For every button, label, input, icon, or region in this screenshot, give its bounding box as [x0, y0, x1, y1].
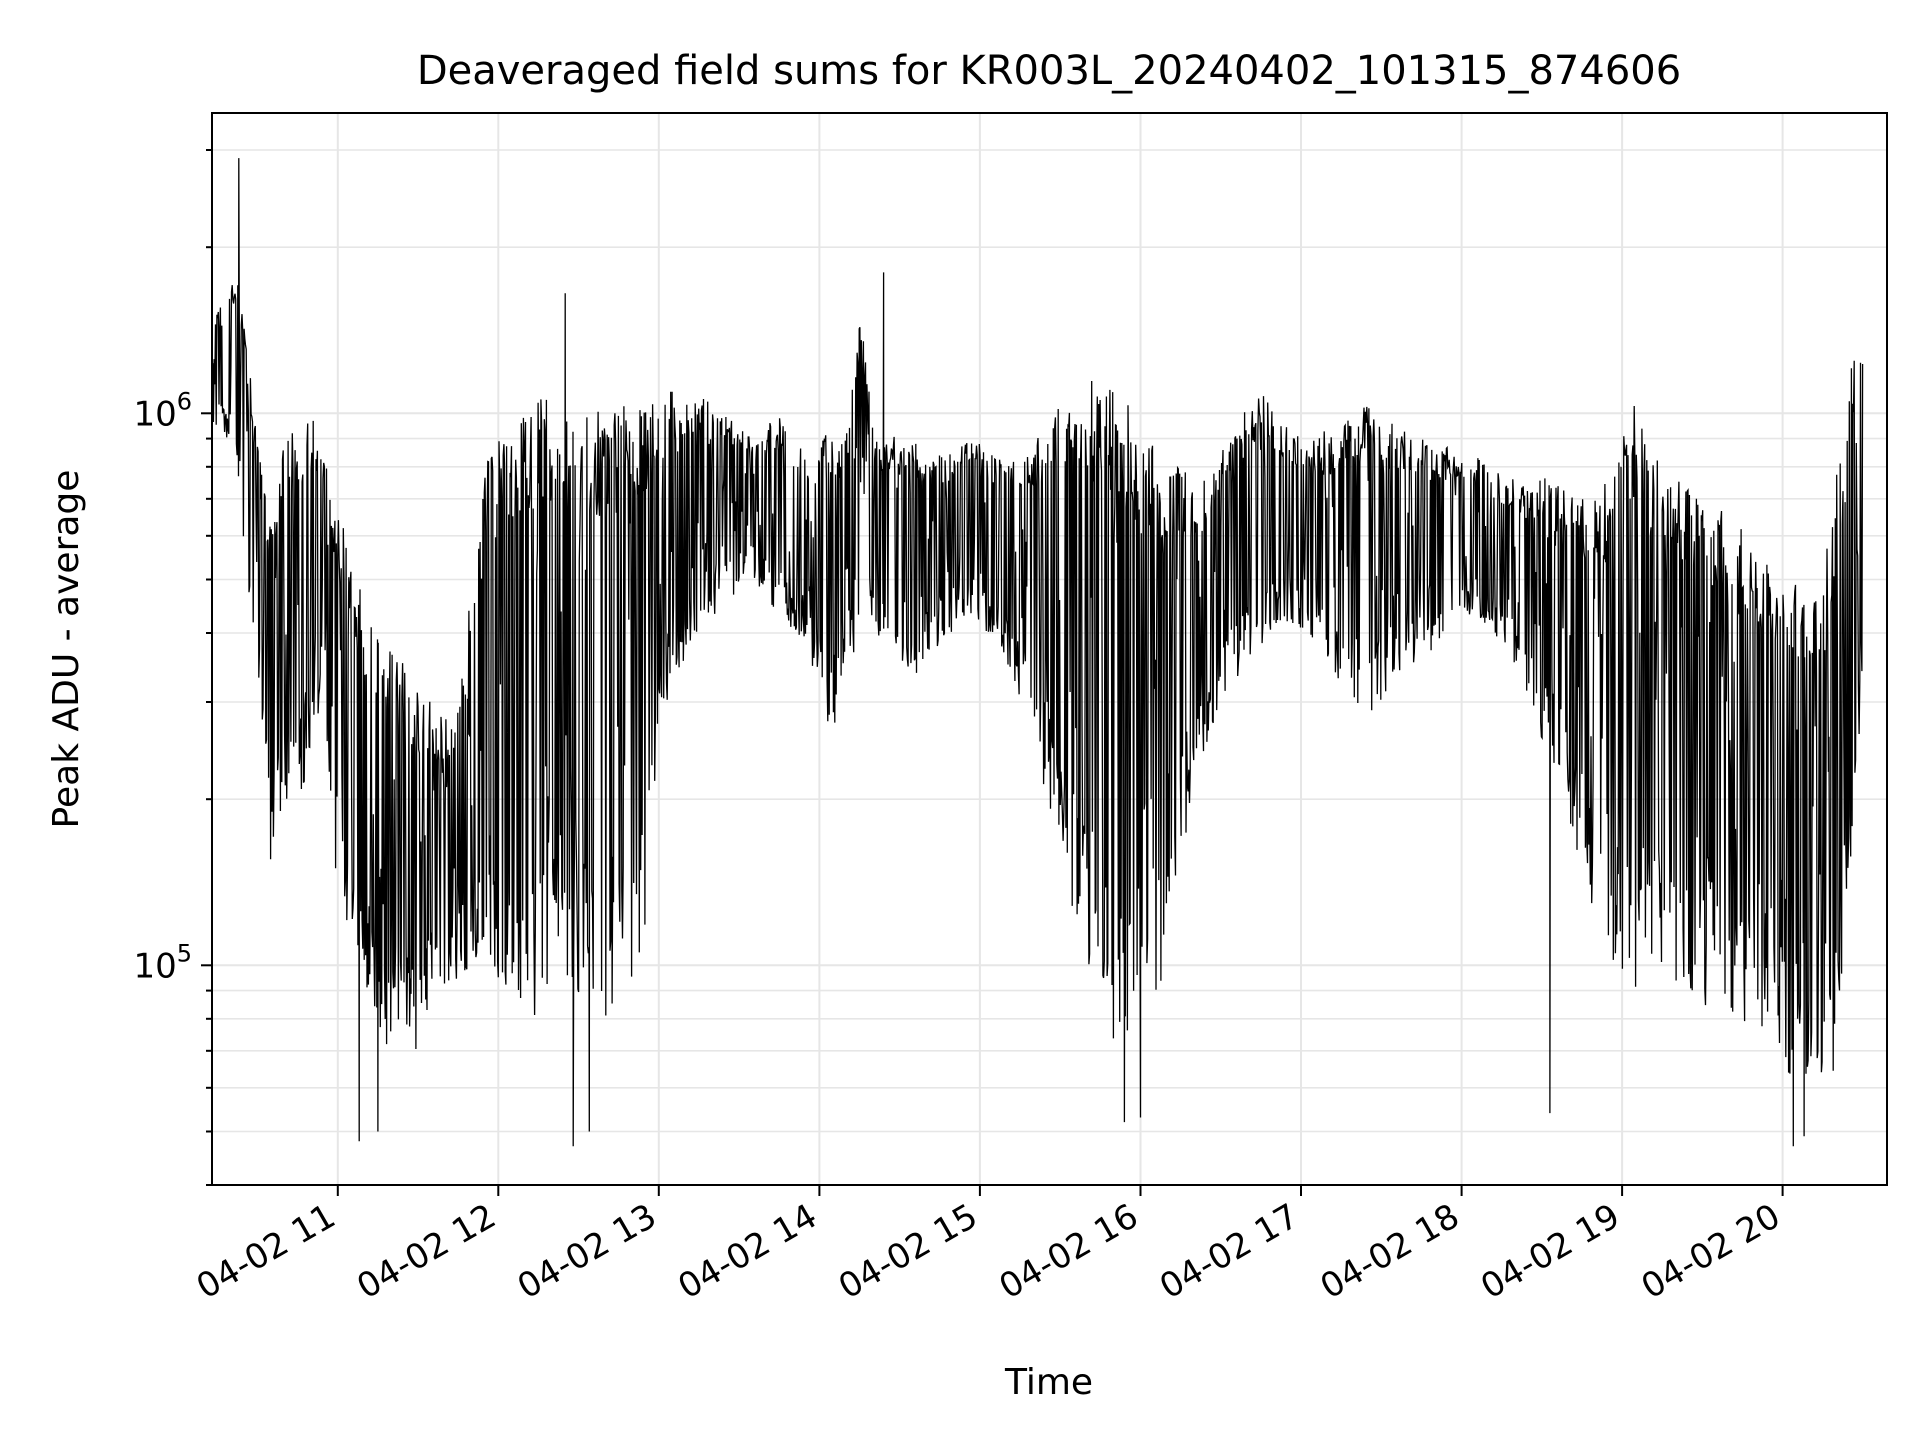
y-tick-label: 106 [133, 387, 192, 434]
y-tick-label: 105 [133, 939, 192, 986]
chart-title: Deaveraged field sums for KR003L_2024040… [417, 48, 1681, 94]
x-axis-label: Time [1004, 1362, 1093, 1403]
series-line [211, 158, 1864, 1147]
series-layer [211, 158, 1864, 1147]
y-axis-label: Peak ADU - average [46, 470, 87, 829]
plot-frame [211, 112, 1888, 1186]
